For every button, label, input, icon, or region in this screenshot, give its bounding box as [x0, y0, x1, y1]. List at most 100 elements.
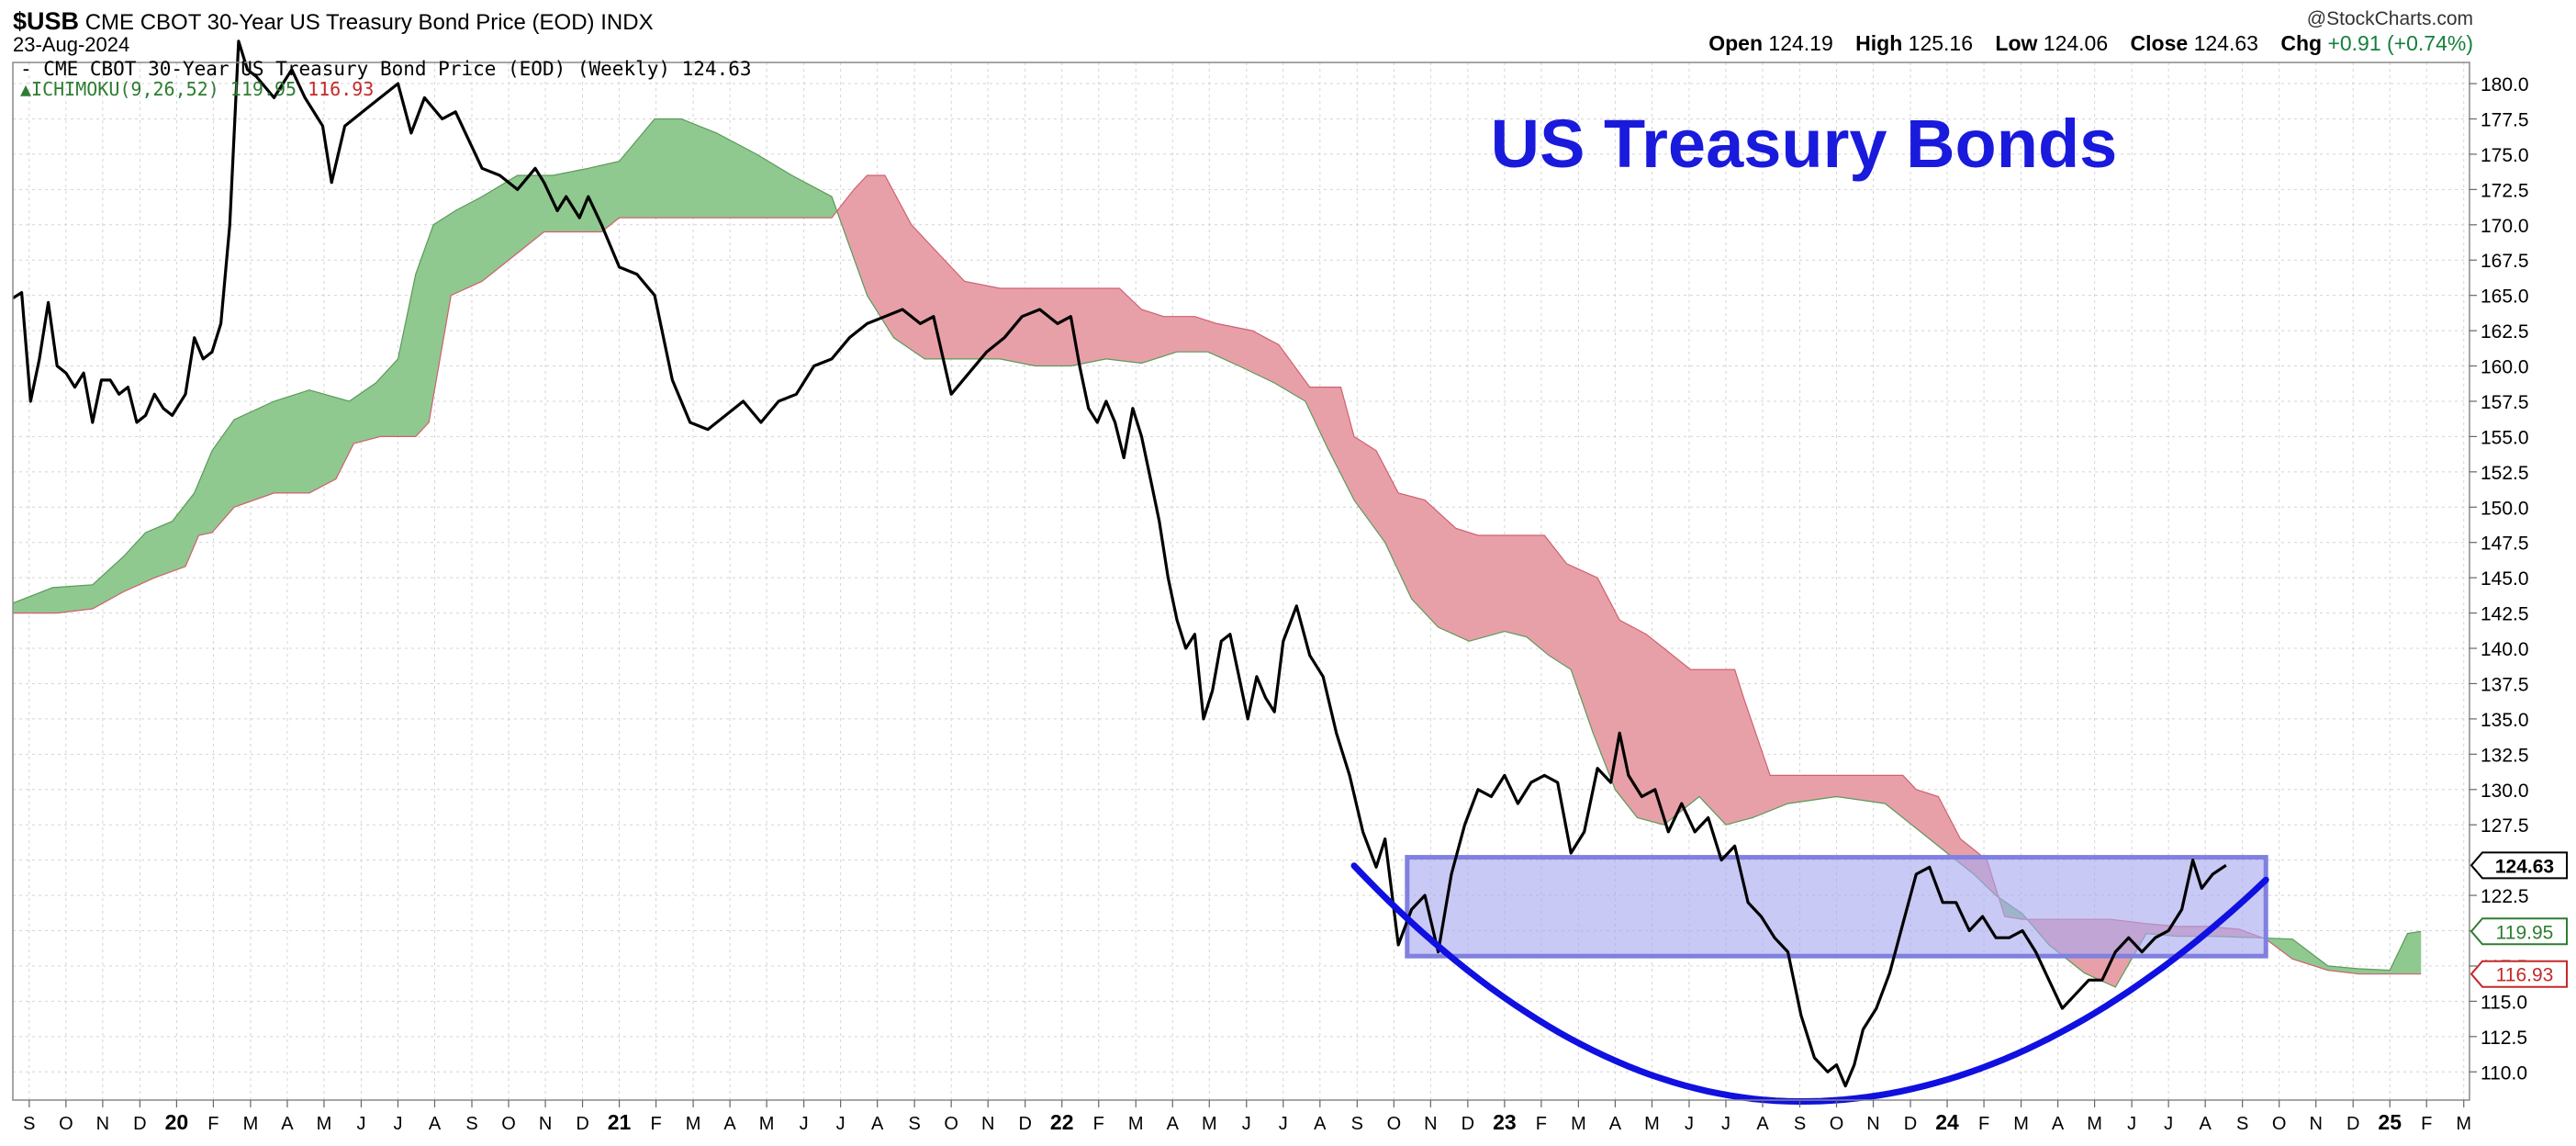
legend-line-icon: - — [20, 58, 44, 80]
symbol-name: CME CBOT 30-Year US Treasury Bond Price … — [84, 10, 595, 35]
cloud-segment — [552, 167, 589, 232]
price-tag-span_a — [2470, 917, 2568, 946]
y-tick-label: 167.5 — [2481, 251, 2529, 272]
arc-curve — [1350, 862, 2269, 1106]
x-tick-label: F — [1536, 1114, 1547, 1134]
cloud-segment — [198, 450, 213, 536]
close-value: 124.63 — [2193, 31, 2258, 55]
axes: 110.0112.5115.0117.5120.0122.5127.5130.0… — [12, 62, 2568, 1134]
cloud-segment — [454, 196, 483, 294]
cloud-segment — [663, 118, 682, 219]
y-tick-label: 160.0 — [2481, 357, 2529, 378]
x-tick-label: O — [1830, 1114, 1844, 1134]
cloud-segment — [893, 191, 913, 351]
credit: @StockCharts.com — [2306, 8, 2473, 29]
cloud-segment — [1504, 534, 1528, 638]
cloud-segment — [1216, 323, 1239, 366]
cloud-segment — [375, 377, 381, 439]
x-tick-label: S — [2236, 1114, 2248, 1134]
y-tick-label: 177.5 — [2481, 109, 2529, 130]
cloud-segment — [1455, 527, 1470, 642]
cloud-segment — [1105, 287, 1120, 361]
y-tick-label: 155.0 — [2481, 427, 2529, 448]
x-tick-label: F — [1978, 1114, 1989, 1134]
cloud-segment — [1787, 775, 1815, 804]
x-tick-label: S — [465, 1114, 477, 1134]
cloud-segment — [911, 224, 925, 360]
price-tag-text-span_b: 116.93 — [2496, 965, 2554, 986]
open-value: 124.19 — [1768, 31, 1833, 55]
cloud-segment — [52, 587, 58, 613]
cloud-segment — [308, 389, 337, 494]
x-tick-label: S — [1351, 1114, 1363, 1134]
x-tick-label: 22 — [1050, 1110, 1074, 1134]
x-tick-label: M — [1202, 1114, 1217, 1134]
y-tick-label: 132.5 — [2481, 745, 2529, 766]
x-tick-label: O — [944, 1114, 958, 1134]
cloud-segment — [1384, 467, 1399, 571]
cloud-segment — [2407, 930, 2422, 974]
ichimoku-cloud — [12, 118, 2422, 989]
x-tick-label: J — [2164, 1114, 2173, 1134]
cloud-segment — [1163, 316, 1178, 357]
x-tick-label: M — [759, 1114, 775, 1134]
cloud-segment — [1469, 532, 1479, 642]
y-tick-label: 150.0 — [2481, 498, 2529, 519]
x-tick-label: O — [59, 1114, 73, 1134]
x-tick-label: J — [2127, 1114, 2136, 1134]
x-tick-label: D — [1462, 1114, 1474, 1134]
price-tag-text-span_a: 119.95 — [2496, 922, 2554, 943]
consolidation-rectangle — [1405, 855, 2268, 959]
y-tick-label: 170.0 — [2481, 216, 2529, 237]
legend-ichimoku: ▲ICHIMOKU(9,26,52) 119.95 116.93 — [20, 78, 374, 100]
cloud-segment — [1920, 790, 1939, 847]
cloud-segment — [1238, 327, 1253, 373]
x-tick-label: A — [2199, 1114, 2212, 1134]
low-label: Low — [1995, 31, 2038, 55]
cloud-segment — [145, 528, 155, 582]
x-tick-label: D — [2346, 1114, 2359, 1134]
cloud-segment — [756, 153, 792, 219]
x-tick-label: J — [836, 1114, 846, 1134]
cloud-segment — [154, 521, 173, 579]
cloud-segment — [1743, 697, 1753, 821]
cloud-segment — [353, 382, 376, 444]
cloud-segment — [1663, 647, 1691, 826]
cloud-segment — [481, 174, 519, 282]
cloud-segment — [379, 358, 398, 437]
price-series — [12, 39, 2227, 1088]
cloud-segment — [796, 177, 833, 219]
x-tick-label: M — [243, 1114, 259, 1134]
high-label: High — [1855, 31, 1903, 55]
cloud-segment — [751, 151, 757, 219]
y-tick-label: 157.5 — [2481, 392, 2529, 413]
cloud-segment — [1438, 511, 1457, 636]
chg-value: +0.91 (+0.74%) — [2327, 31, 2473, 55]
x-tick-label: S — [908, 1114, 920, 1134]
cloud-segment — [1207, 320, 1217, 357]
y-tick-label: 147.5 — [2481, 534, 2529, 555]
cloud-segment — [600, 161, 620, 233]
cloud-segment — [450, 209, 456, 297]
price-tag-close — [2470, 851, 2568, 880]
x-tick-label: M — [686, 1114, 701, 1134]
cloud-segment — [680, 118, 709, 219]
cloud-segment — [1035, 287, 1062, 366]
y-tick-label: 152.5 — [2481, 463, 2529, 484]
exchange: INDX — [600, 10, 654, 35]
cloud-segment — [1814, 775, 1837, 801]
chart-date: 23-Aug-2024 — [13, 33, 130, 56]
cloud-segment — [56, 584, 94, 613]
cloud-segment — [619, 118, 655, 219]
cloud-segment — [924, 238, 939, 360]
y-tick-label: 145.0 — [2481, 568, 2529, 590]
x-tick-label: N — [1424, 1114, 1437, 1134]
cloud-segment — [428, 224, 434, 423]
legend-span-a: 119.95 — [230, 78, 297, 100]
cloud-segment — [1769, 775, 1788, 812]
cloud-segment — [1194, 316, 1209, 353]
legend-ichimoku-name: ICHIMOKU(9,26,52) — [31, 78, 219, 100]
y-tick-label: 110.0 — [2481, 1062, 2527, 1084]
grid — [13, 62, 2470, 1100]
cloud-segment — [999, 287, 1036, 366]
